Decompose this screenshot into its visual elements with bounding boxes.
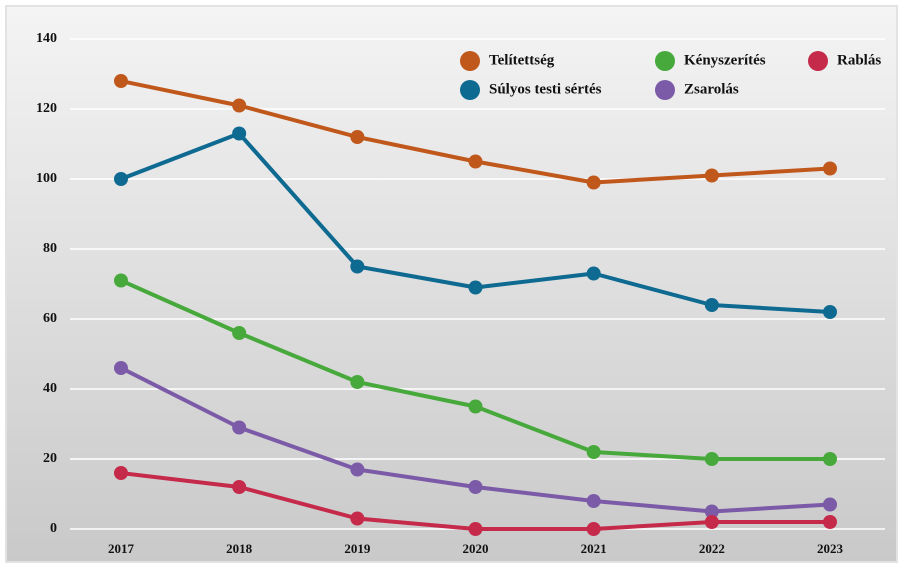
- data-point: [704, 515, 719, 529]
- data-point: [468, 280, 483, 295]
- legend-swatch: [460, 80, 480, 100]
- data-point: [350, 259, 365, 274]
- y-tick-label: 120: [36, 101, 57, 116]
- legend-label: Súlyos testi sértés: [489, 81, 602, 97]
- legend-swatch: [655, 51, 675, 71]
- y-tick-label: 140: [36, 31, 57, 46]
- data-point: [114, 273, 128, 288]
- legend-label: Zsarolás: [684, 81, 739, 97]
- x-tick-label: 2017: [108, 541, 135, 556]
- data-point: [350, 462, 365, 477]
- y-tick-label: 100: [36, 171, 57, 186]
- data-point: [823, 161, 837, 176]
- x-tick-label: 2023: [817, 541, 844, 556]
- data-point: [114, 466, 128, 480]
- y-tick-label: 40: [43, 381, 57, 396]
- data-point: [232, 98, 247, 113]
- data-point: [704, 452, 719, 466]
- x-tick-label: 2020: [463, 541, 489, 556]
- data-point: [586, 445, 601, 459]
- data-point: [586, 266, 601, 281]
- data-point: [704, 504, 719, 519]
- data-point: [586, 522, 601, 536]
- data-point: [586, 175, 601, 190]
- legend-label: Kényszerítés: [684, 52, 766, 68]
- x-tick-label: 2019: [344, 541, 371, 556]
- data-point: [823, 305, 837, 319]
- y-tick-label: 80: [43, 241, 57, 256]
- data-point: [350, 511, 365, 526]
- legend-swatch: [655, 80, 675, 100]
- data-point: [823, 515, 837, 529]
- data-point: [232, 480, 247, 494]
- data-point: [232, 126, 247, 141]
- legend-swatch: [460, 51, 480, 71]
- data-point: [114, 361, 128, 375]
- data-point: [704, 298, 719, 312]
- x-tick-label: 2018: [226, 541, 253, 556]
- legend-swatch: [808, 51, 828, 71]
- data-point: [468, 480, 483, 494]
- data-point: [350, 130, 365, 144]
- legend-label: Rablás: [837, 52, 881, 68]
- data-point: [114, 74, 128, 88]
- data-point: [232, 420, 247, 435]
- y-tick-label: 60: [43, 311, 57, 326]
- data-point: [823, 497, 837, 512]
- data-point: [468, 522, 483, 536]
- x-tick-label: 2021: [581, 541, 607, 556]
- y-tick-label: 20: [43, 451, 57, 466]
- legend-label: Telítettség: [489, 52, 555, 68]
- data-point: [468, 154, 483, 169]
- data-point: [232, 326, 247, 340]
- x-tick-label: 2022: [699, 541, 725, 556]
- data-point: [350, 375, 365, 389]
- data-point: [704, 168, 719, 183]
- data-point: [114, 172, 128, 186]
- data-point: [823, 452, 837, 466]
- data-point: [586, 494, 601, 508]
- data-point: [468, 399, 483, 414]
- y-tick-label: 0: [50, 521, 57, 536]
